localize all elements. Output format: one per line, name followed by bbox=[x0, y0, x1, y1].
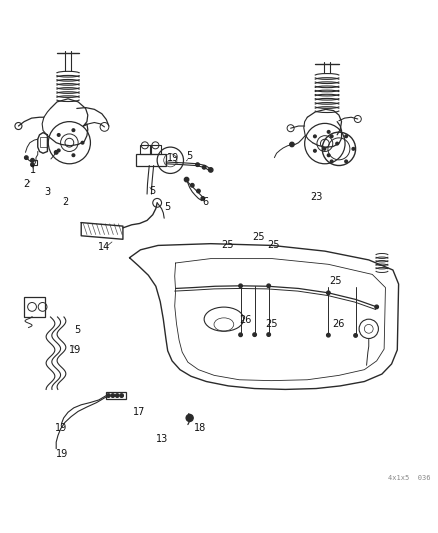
Text: 19: 19 bbox=[68, 345, 81, 355]
Circle shape bbox=[31, 158, 34, 162]
Circle shape bbox=[196, 189, 200, 193]
Circle shape bbox=[72, 154, 74, 157]
Circle shape bbox=[266, 333, 270, 336]
Text: 2: 2 bbox=[23, 179, 29, 189]
Bar bbox=[150, 146, 161, 154]
Circle shape bbox=[353, 334, 357, 337]
Circle shape bbox=[238, 284, 242, 288]
Circle shape bbox=[374, 305, 378, 309]
Circle shape bbox=[31, 163, 34, 166]
Circle shape bbox=[111, 394, 114, 397]
Text: 19: 19 bbox=[54, 423, 67, 433]
Circle shape bbox=[72, 129, 74, 132]
Bar bbox=[136, 154, 166, 166]
Circle shape bbox=[326, 334, 329, 337]
Circle shape bbox=[238, 333, 242, 336]
Text: 13: 13 bbox=[156, 433, 168, 443]
Circle shape bbox=[184, 177, 188, 182]
Text: 26: 26 bbox=[331, 319, 343, 329]
Circle shape bbox=[190, 183, 194, 187]
Circle shape bbox=[327, 154, 329, 157]
Circle shape bbox=[322, 148, 325, 150]
Circle shape bbox=[335, 142, 338, 145]
Text: 23: 23 bbox=[309, 192, 321, 202]
Text: 25: 25 bbox=[251, 232, 264, 241]
Text: 3: 3 bbox=[44, 187, 50, 197]
Text: 25: 25 bbox=[266, 240, 279, 251]
Circle shape bbox=[327, 131, 329, 133]
Circle shape bbox=[344, 135, 347, 138]
Circle shape bbox=[106, 394, 110, 397]
Circle shape bbox=[266, 284, 270, 288]
Circle shape bbox=[208, 168, 212, 172]
Text: 2: 2 bbox=[62, 197, 68, 206]
Text: 14: 14 bbox=[98, 242, 110, 252]
Circle shape bbox=[344, 160, 347, 163]
Bar bbox=[24, 297, 45, 317]
Circle shape bbox=[57, 134, 60, 136]
Circle shape bbox=[186, 415, 193, 422]
Circle shape bbox=[115, 394, 119, 397]
Circle shape bbox=[330, 160, 332, 163]
Circle shape bbox=[120, 394, 123, 397]
Text: 17: 17 bbox=[133, 407, 145, 417]
Text: 19: 19 bbox=[167, 152, 179, 163]
Circle shape bbox=[195, 163, 199, 166]
Text: 6: 6 bbox=[202, 197, 208, 206]
Text: 5: 5 bbox=[186, 151, 192, 161]
Circle shape bbox=[202, 166, 205, 169]
Bar bbox=[106, 392, 126, 399]
Bar bbox=[139, 146, 150, 154]
Text: 25: 25 bbox=[265, 319, 277, 329]
Circle shape bbox=[313, 135, 315, 138]
Circle shape bbox=[330, 135, 332, 138]
Circle shape bbox=[57, 149, 60, 152]
Circle shape bbox=[201, 197, 204, 200]
Text: 5: 5 bbox=[74, 325, 80, 335]
Circle shape bbox=[313, 149, 315, 152]
Circle shape bbox=[81, 141, 84, 144]
Text: 25: 25 bbox=[329, 276, 341, 286]
Circle shape bbox=[54, 151, 58, 154]
Bar bbox=[32, 160, 37, 165]
Text: 19: 19 bbox=[56, 449, 68, 459]
Text: 25: 25 bbox=[221, 240, 233, 251]
Text: 4x1x5  036: 4x1x5 036 bbox=[387, 475, 429, 481]
Circle shape bbox=[351, 148, 354, 150]
Circle shape bbox=[289, 142, 293, 147]
Text: 5: 5 bbox=[164, 202, 170, 212]
Text: 26: 26 bbox=[238, 315, 251, 325]
Bar bbox=[39, 138, 47, 147]
Circle shape bbox=[252, 333, 256, 336]
Circle shape bbox=[25, 156, 28, 159]
Text: 18: 18 bbox=[193, 423, 205, 433]
Text: 5: 5 bbox=[149, 186, 155, 196]
Circle shape bbox=[326, 291, 329, 295]
Text: 1: 1 bbox=[30, 165, 36, 175]
